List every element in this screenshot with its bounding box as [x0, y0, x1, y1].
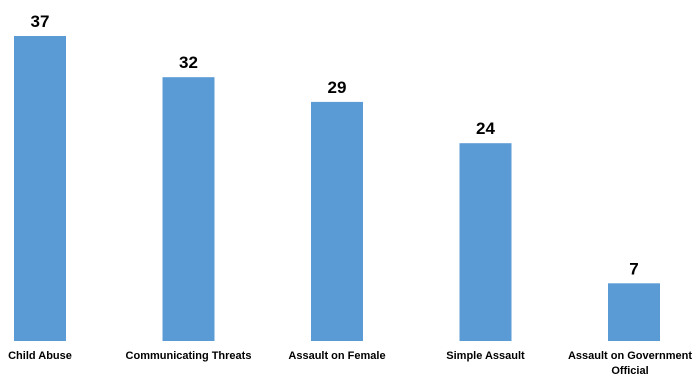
bars-layer: [14, 36, 660, 342]
bar-communicating-threats: [162, 77, 215, 341]
data-label: 32: [179, 53, 198, 72]
bar-assault-on-government-official: [608, 283, 660, 341]
value-labels-layer: 37 32 29 24 7: [31, 12, 639, 278]
category-label: Simple Assault: [446, 350, 525, 362]
bar-simple-assault: [459, 143, 512, 341]
category-label-line: Child Abuse: [8, 350, 72, 362]
bar-child-abuse: [14, 36, 66, 341]
category-label-line: Communicating Threats: [126, 350, 252, 362]
category-label: Assault on Government Official: [568, 350, 692, 377]
category-label: Communicating Threats: [126, 350, 252, 362]
category-label-line: Official: [611, 365, 648, 377]
category-label-line: Simple Assault: [446, 350, 525, 362]
category-label-line: Assault on Female: [288, 350, 385, 362]
category-label: Child Abuse: [8, 350, 72, 362]
data-label: 29: [328, 78, 347, 97]
category-label-line: Assault on Government: [568, 350, 692, 362]
category-labels-layer: Child Abuse Communicating Threats Assault …: [8, 350, 692, 377]
bar-assault-on-female: [311, 101, 363, 342]
data-label: 7: [629, 259, 638, 278]
category-label: Assault on Female: [288, 350, 385, 362]
data-label: 24: [476, 119, 495, 138]
data-label: 37: [31, 12, 50, 31]
